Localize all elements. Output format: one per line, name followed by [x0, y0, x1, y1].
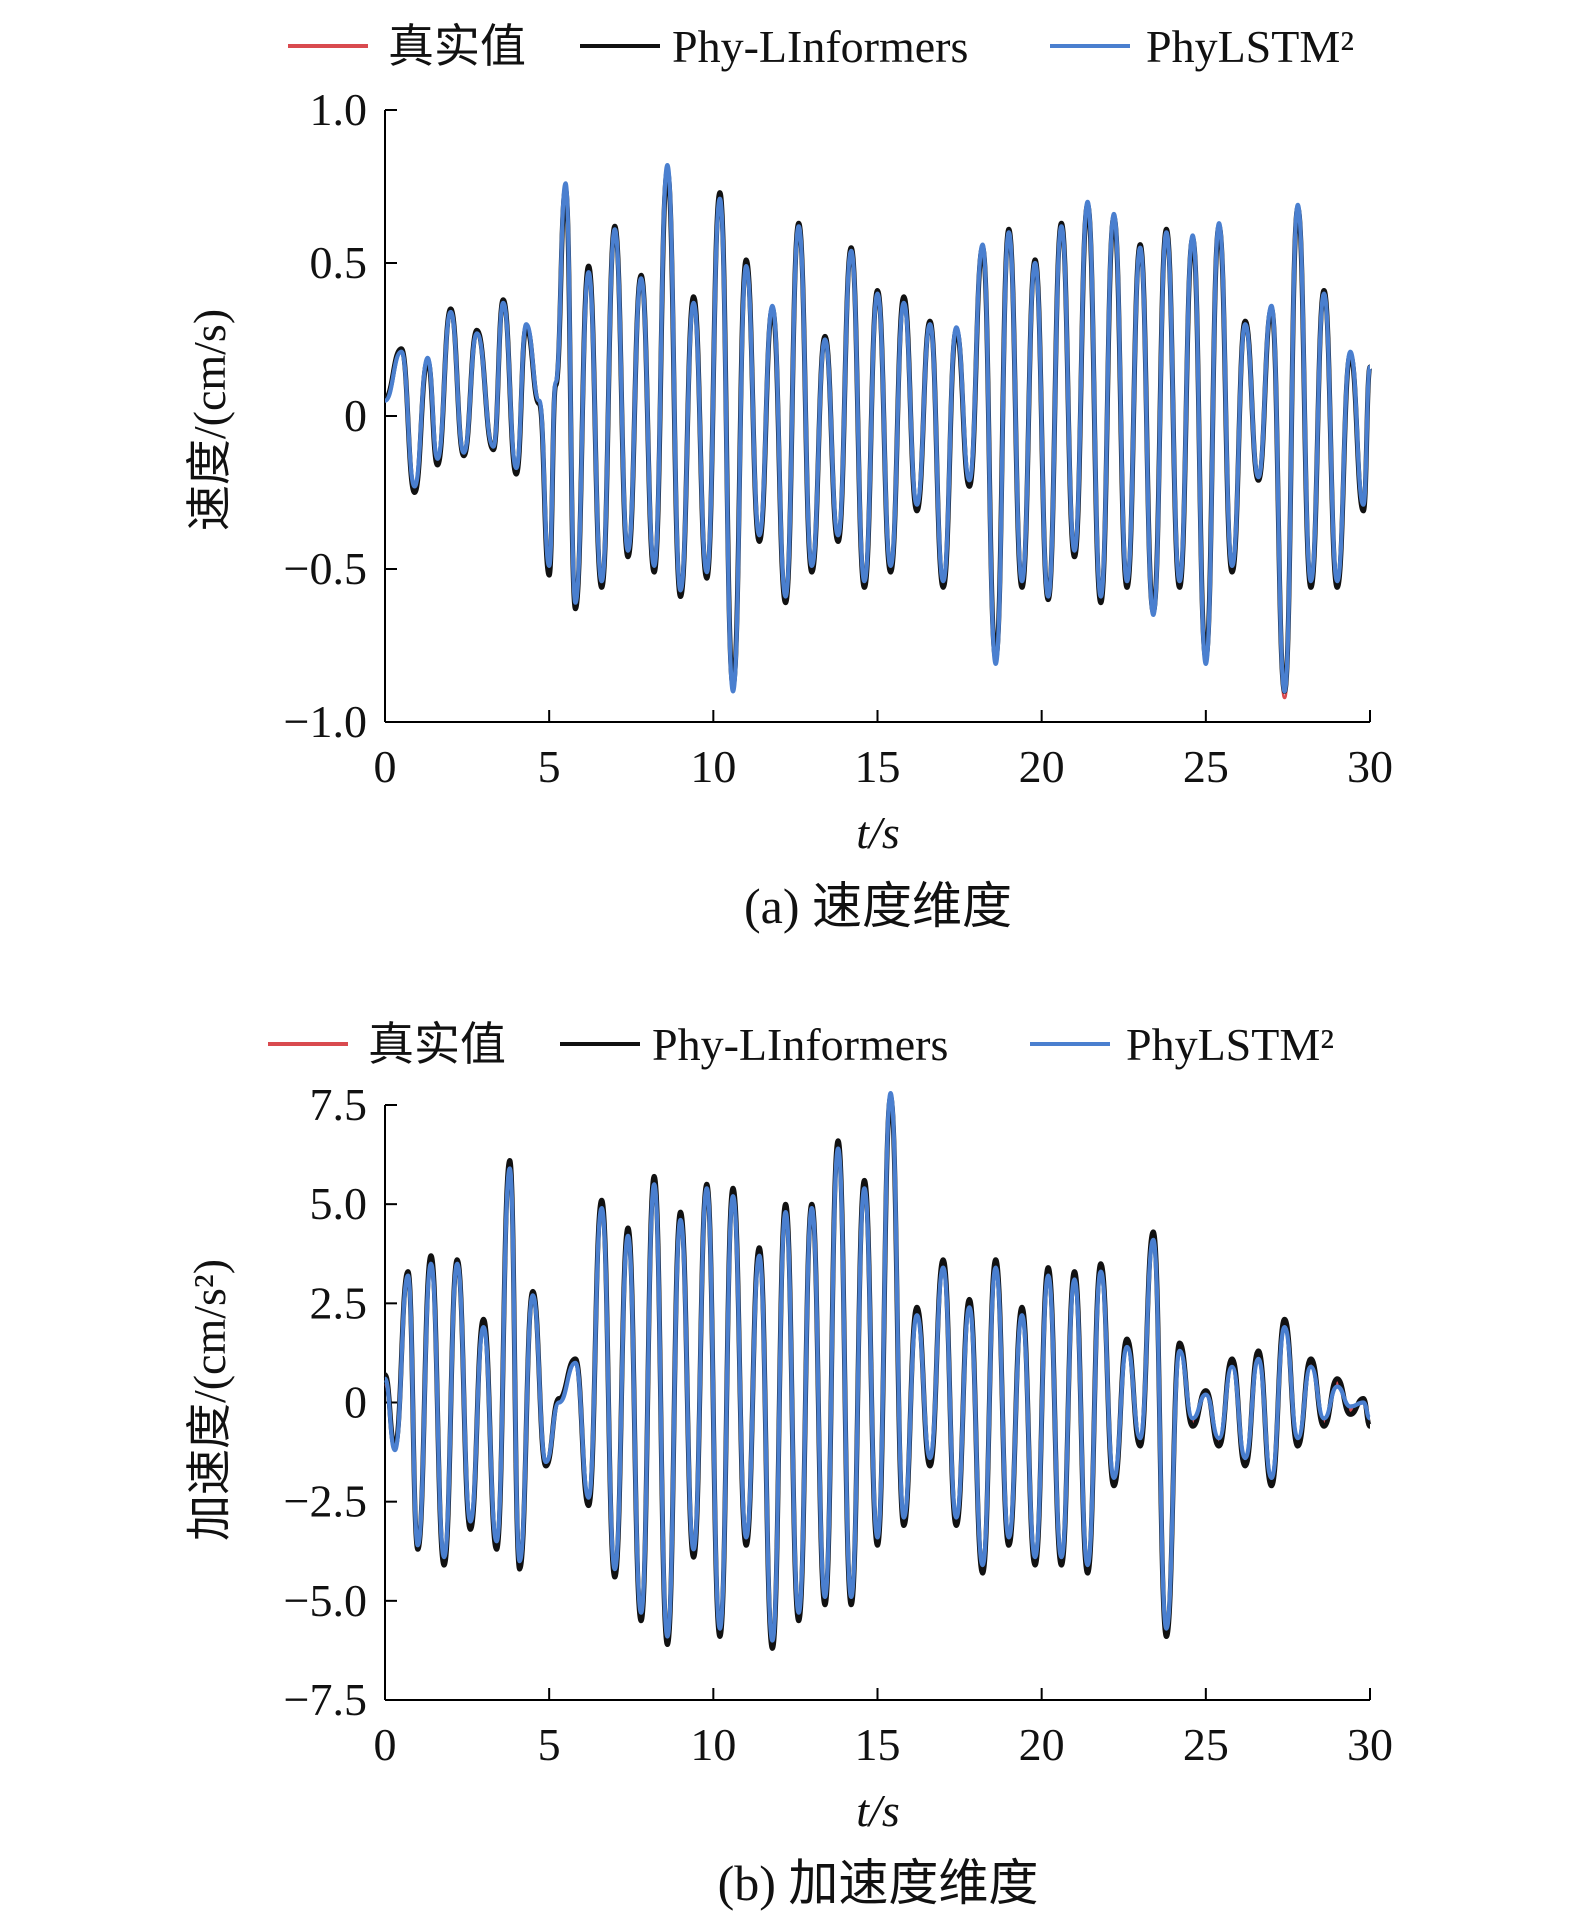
x-tick-label: 30	[1347, 741, 1393, 792]
x-tick-label: 10	[690, 741, 736, 792]
x-tick-label: 25	[1183, 741, 1229, 792]
y-tick-label: 5.0	[310, 1178, 368, 1229]
y-tick-label: −5.0	[284, 1575, 367, 1626]
series-phylinformers-line	[382, 1094, 1373, 1651]
x-tick-label: 25	[1183, 1719, 1229, 1770]
legend-label-phylinformers-b: Phy-LInformers	[652, 1019, 948, 1070]
series-phylstm2-line	[382, 1091, 1372, 1643]
x-tick-label: 10	[690, 1719, 736, 1770]
x-tick-label: 0	[374, 1719, 397, 1770]
plot-area-b: 0 5 10 15 20 25 30 −7.5 −5.0 −2.5 0 2.5 5.0 7.5	[284, 1079, 1393, 1770]
y-tick-label: 1.0	[310, 84, 368, 135]
y-tick-label: 2.5	[310, 1277, 368, 1328]
ylabel-b: 加速度/(cm/s²)	[184, 1259, 235, 1541]
xlabel-b: t/s	[856, 1785, 899, 1836]
series-true-line	[383, 1091, 1372, 1647]
legend-label-phylstm2-b: PhyLSTM²	[1126, 1019, 1334, 1070]
xlabel-a: t/s	[856, 807, 899, 858]
y-tick-label: −7.5	[284, 1674, 367, 1725]
caption-b: (b) 加速度维度	[718, 1855, 1039, 1911]
x-tick-label: 5	[538, 741, 561, 792]
plot-area-a: 0 5 10 15 20 25 30 −1.0 −0.5 0 0.5 1.0	[284, 84, 1393, 792]
legend-label-phylstm2: PhyLSTM²	[1146, 21, 1354, 72]
legend-label-true: 真实值	[388, 21, 526, 72]
y-tick-label: 0	[344, 390, 367, 441]
legend-a: 真实值 Phy-LInformers PhyLSTM²	[288, 21, 1354, 72]
x-tick-label: 15	[855, 1719, 901, 1770]
x-tick-label: 5	[538, 1719, 561, 1770]
x-tick-label: 20	[1019, 741, 1065, 792]
y-tick-label: −1.0	[284, 696, 367, 747]
caption-a: (a) 速度维度	[744, 878, 1012, 934]
panel-a: 真实值 Phy-LInformers PhyLSTM² 0 5 10 15 20 25 30…	[184, 21, 1393, 934]
x-tick-label: 30	[1347, 1719, 1393, 1770]
y-tick-label: 7.5	[310, 1079, 368, 1130]
y-tick-label: −0.5	[284, 543, 367, 594]
x-tick-label: 20	[1019, 1719, 1065, 1770]
y-tick-label: 0.5	[310, 237, 368, 288]
y-tick-label: 0	[344, 1377, 367, 1428]
legend-b: 真实值 Phy-LInformers PhyLSTM²	[268, 1019, 1334, 1070]
legend-label-phylinformers: Phy-LInformers	[672, 21, 968, 72]
legend-label-true-b: 真实值	[368, 1019, 506, 1070]
series-phylstm2-line	[383, 163, 1373, 694]
ylabel-a: 速度/(cm/s)	[184, 309, 235, 531]
y-tick-label: −2.5	[284, 1476, 367, 1527]
panel-b: 真实值 Phy-LInformers PhyLSTM² 0 5 10 15 20 25 30…	[184, 1019, 1393, 1911]
x-tick-label: 0	[374, 741, 397, 792]
x-tick-label: 15	[855, 741, 901, 792]
